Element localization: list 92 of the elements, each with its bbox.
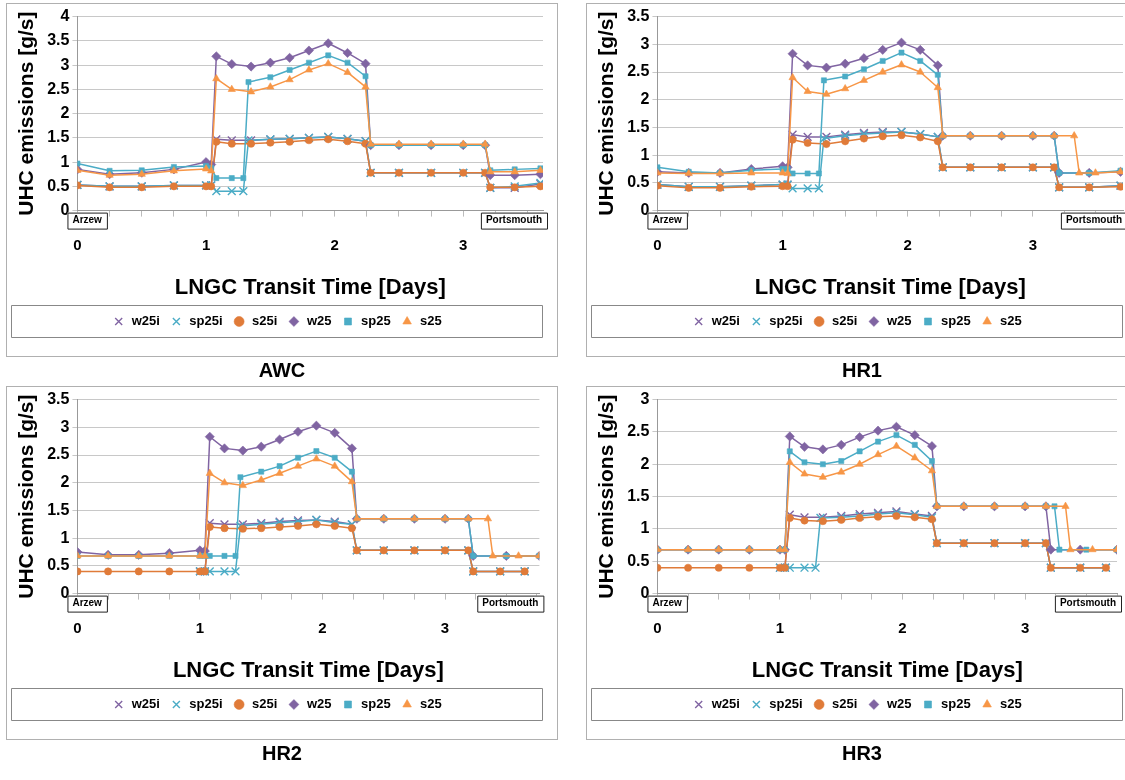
legend-label: w25i [710,696,740,712]
legend-label: sp25 [940,696,971,712]
x-tick-label: 0 [653,235,662,253]
y-axis-title: UHC emissions [g/s] [594,11,618,216]
legend-label: w25 [305,313,332,329]
x-axis-title: LNGC Transit Time [Days] [754,273,1026,299]
legend-label: sp25 [360,696,391,712]
legend-label: w25i [130,696,160,712]
legend-label: s25i [252,696,278,712]
legend-label: w25 [885,696,912,712]
y-tick-label: 2 [640,90,650,108]
y-tick-label: 2 [60,104,70,122]
y-tick-label: 0 [60,584,70,602]
y-tick-label: 0.5 [627,173,650,191]
y-tick-label: 3 [640,390,650,408]
x-tick-label: 1 [775,618,785,636]
x-tick-label: 0 [73,235,82,253]
y-tick-label: 0 [640,584,650,602]
y-tick-label: 1.5 [627,117,650,135]
x-axis-title: LNGC Transit Time [Days] [172,656,444,682]
text: Portsmouth [482,597,539,609]
text: Portsmouth [1059,597,1116,609]
y-tick-label: 1.5 [627,487,650,505]
y-tick-label: 3.5 [47,31,70,49]
text: Arzew [652,214,683,226]
x-tick-label: 2 [318,618,327,636]
y-tick-label: 3 [60,55,70,73]
y-tick-label: 1 [640,519,650,537]
text: Arzew [72,597,103,609]
x-tick-label: 1 [778,235,787,253]
y-tick-label: 2 [60,473,70,491]
y-tick-label: 1 [60,152,70,170]
legend-label: sp25i [769,696,803,712]
y-tick-label: 1.5 [47,500,70,518]
y-tick-label: 3 [60,417,70,435]
text: Arzew [652,597,683,609]
y-tick-label: 2.5 [627,422,650,440]
text: Arzew [72,214,103,226]
text: HR2 [261,742,303,765]
y-axis-title: UHC emissions [g/s] [14,11,38,216]
legend-label: w25 [885,313,912,329]
y-tick-label: 3 [640,34,650,52]
legend-label: sp25 [940,313,971,329]
y-tick-label: 3.5 [627,7,650,25]
y-tick-label: 1 [60,528,70,546]
text: AWC [257,359,307,382]
legend-label: sp25i [189,696,223,712]
text: HR1 [841,359,883,382]
legend-label: s25 [1000,313,1022,329]
text: Portsmouth [1065,214,1122,226]
y-tick-label: 2 [640,454,650,472]
text: HR3 [841,742,883,765]
y-tick-label: 2.5 [47,445,70,463]
x-tick-label: 2 [898,618,907,636]
x-tick-label: 3 [459,235,468,253]
x-tick-label: 1 [201,235,211,253]
legend-label: s25i [832,696,858,712]
y-tick-label: 2.5 [47,79,70,97]
y-tick-label: 0.5 [47,176,70,194]
legend-label: sp25 [360,313,391,329]
x-tick-label: 0 [73,618,82,636]
legend-label: w25 [305,696,332,712]
legend-label: sp25i [769,313,803,329]
y-axis-title: UHC emissions [g/s] [14,394,38,599]
y-tick-label: 0 [640,201,650,219]
x-tick-label: 2 [903,235,912,253]
x-tick-label: 3 [1028,235,1038,253]
y-tick-label: 1.5 [47,128,70,146]
y-tick-label: 3.5 [47,390,70,408]
y-tick-label: 1 [640,145,650,163]
legend-label: s25 [1000,696,1022,712]
y-tick-label: 0 [60,201,70,219]
y-axis-title: UHC emissions [g/s] [594,394,618,599]
y-tick-label: 4 [60,7,70,25]
x-tick-label: 1 [195,618,205,636]
y-tick-label: 2.5 [627,62,650,80]
y-tick-label: 0.5 [47,556,70,574]
x-tick-label: 3 [1020,618,1030,636]
x-axis-title: LNGC Transit Time [Days] [174,273,446,299]
y-tick-label: 0.5 [627,551,650,569]
legend-label: s25 [420,696,442,712]
legend-label: w25i [130,313,160,329]
legend-label: w25i [710,313,740,329]
legend-label: s25 [420,313,442,329]
legend-label: sp25i [189,313,223,329]
text: Portsmouth [485,214,542,226]
x-tick-label: 3 [440,618,450,636]
legend-label: s25i [252,313,278,329]
x-tick-label: 2 [330,235,339,253]
x-axis-title: LNGC Transit Time [Days] [751,656,1023,682]
legend-label: s25i [832,313,858,329]
x-tick-label: 0 [653,618,662,636]
